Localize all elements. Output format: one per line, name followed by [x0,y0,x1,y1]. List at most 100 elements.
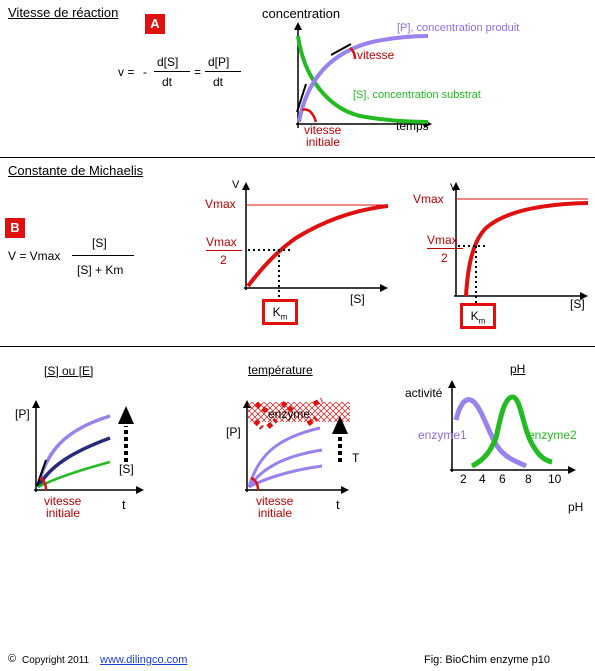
enzyme2-curve [470,394,553,469]
panel-c1-ylabel: [P] [15,407,30,421]
panel-c3-x-arrow [568,466,576,474]
figure-caption: Fig: BioChim enzyme p10 [424,654,550,666]
panel-c1-initial-1: vitesse [44,494,82,508]
substrate-curve [296,35,429,124]
graph-b1-half-num: Vmax [206,235,237,249]
divider-1 [0,157,595,158]
graph-b2-km: K [470,309,479,323]
panel-c3-title: pH [510,362,526,376]
graph-b1-xlabel: [S] [350,292,365,306]
initial-tangent [296,83,307,113]
vitesse-arc [349,47,357,60]
substrate-label: [S], concentration substrat [353,89,481,101]
graph-b1-curve [246,204,389,288]
graph-b1-y-arrow [242,182,250,190]
panel-c2-initial-1: vitesse [256,494,294,508]
enzyme2-label: enzyme2 [528,428,577,442]
panel-c2-xlabel: t [336,497,340,512]
ph-tick-6: 6 [499,472,506,486]
graph-b2-half-line [427,248,463,249]
panel-c1-initial-2: initiale [46,506,81,520]
graph-b1-km: K [272,305,281,319]
panel-c2-curve-mid [247,448,323,488]
panel-c1-initial-arc [39,476,48,491]
ph-tick-8: 8 [525,472,532,486]
vitesse-tangent [330,43,352,56]
panel-c1-x-arrow [136,486,144,494]
enzyme1-label: enzyme1 [418,428,467,442]
ph-tick-2: 2 [460,472,467,486]
site-link[interactable]: www.dilingco.com [100,654,188,666]
product-curve [297,34,429,123]
graph-a-ylabel: concentration [262,6,341,21]
graph-b2-curve [464,201,589,297]
panel-c1-tangent [36,459,47,487]
graph-b2-y-arrow [452,182,460,190]
panel-c1-arrow-label: [S] [119,462,134,476]
graph-b1-half-den: 2 [220,253,227,267]
graph-b1-half-line [206,250,242,251]
graph-b2-half-num: Vmax [427,233,458,247]
panel-c1-y-arrow [32,400,40,408]
graph-b2-ylabel: V [450,182,458,194]
fraction-line-p [205,71,241,72]
velocity-symbol: v = [118,65,135,79]
mm-fraction-line [72,255,134,256]
section-b-title: Constante de Michaelis [8,163,144,178]
panel-c2-curve-low [248,464,323,489]
mm-v-vmax: V = Vmax [8,249,61,263]
enzyme-hatch [248,402,350,422]
vitesse-label: vitesse [357,48,395,62]
fraction-line-s [154,71,190,72]
section-b-badge: B [5,218,25,238]
panel-c1-arrow-head [118,406,134,424]
copyright-text: Copyright 2011 [22,655,90,666]
mm-denominator: [S] + Km [77,263,124,277]
mm-numerator: [S] [92,236,107,250]
panel-c2-x-arrow [341,486,349,494]
section-a-title: Vitesse de réaction [8,5,119,20]
ph-tick-10: 10 [548,472,562,486]
graph-b1-km-box: Km [262,299,298,325]
panel-c2-arrow-label: T [352,451,360,465]
copyright-symbol: © [8,653,17,665]
panel-c2-arrow-head [332,416,348,434]
enzyme1-curve [453,397,528,469]
panel-c3-y-arrow [448,380,456,388]
panel-c2-initial-arc [250,476,260,491]
section-a-badge: A [145,14,165,34]
panel-c3-ylabel: activité [405,386,443,400]
graph-b2-km-sub: m [478,316,486,326]
panel-c1-xlabel: t [122,497,126,512]
graph-b1-x-arrow [380,284,388,292]
dt-denominator-1: dt [162,75,173,89]
graph-b2-km-box: Km [460,303,496,329]
panel-c2-ylabel: [P] [226,425,241,439]
equals-sign: = [194,65,202,79]
graph-b2-vmax: Vmax [413,192,444,206]
enzyme-label: enzyme [268,407,311,421]
graph-b2-half-den: 2 [441,251,448,265]
graph-b1-km-sub: m [280,312,288,322]
ds-numerator: d[S] [157,55,179,69]
product-label: [P], concentration produit [397,22,520,34]
minus-sign: - [143,65,147,79]
graph-a-y-arrow [294,22,302,30]
graph-b1-vmax: Vmax [205,197,236,211]
enzyme-fragments [253,397,324,430]
panel-c2-title: température [248,363,313,377]
initial-label-2: initiale [306,135,341,149]
graph-b1-ylabel: V [232,179,240,191]
ph-tick-4: 4 [479,472,486,486]
dt-denominator-2: dt [213,75,224,89]
initial-label-1: vitesse [304,123,342,137]
panel-c3-xlabel: pH [568,500,584,514]
graph-b2-xlabel: [S] [570,297,585,311]
panel-c2-initial-2: initiale [258,506,293,520]
